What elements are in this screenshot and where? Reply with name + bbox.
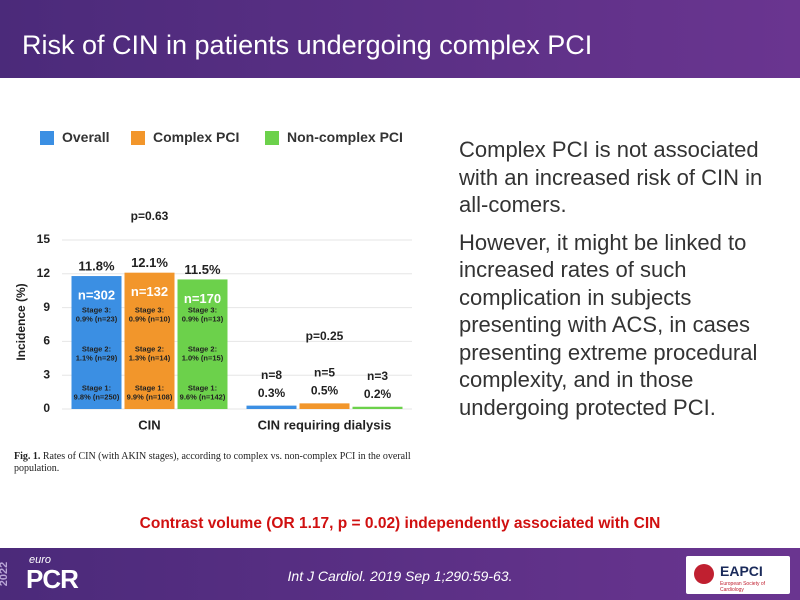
legend-label: Overall (62, 129, 109, 145)
paragraph: Complex PCI is not associated with an in… (459, 137, 763, 217)
caption-label: Fig. 1. (14, 451, 41, 462)
citation: Int J Cardiol. 2019 Sep 1;290:59-63. (287, 568, 513, 584)
n-label: n=3 (367, 369, 388, 383)
value-label: 11.5% (184, 262, 221, 277)
y-tick-label: 15 (37, 232, 51, 246)
legend-label: Complex PCI (153, 129, 239, 145)
p-value: p=0.25 (306, 329, 344, 343)
x-tick-label: CIN requiring dialysis (258, 417, 392, 432)
y-tick-label: 6 (43, 334, 50, 348)
stage-title: Stage 3: (82, 305, 111, 314)
society: EAPCI (720, 563, 763, 579)
logo-icon (694, 564, 714, 584)
legend-label: Non-complex PCI (287, 129, 403, 145)
bar (246, 405, 297, 409)
caption-text: Rates of CIN (with AKIN stages), accordi… (14, 451, 411, 474)
stage-detail: 9.9% (n=108) (127, 392, 173, 401)
y-axis-label: Incidence (%) (14, 283, 28, 360)
society-sub: European Society of Cardiology (720, 581, 766, 593)
bar (124, 272, 175, 409)
y-tick-label: 12 (37, 266, 51, 280)
value-label: 0.2% (364, 387, 392, 401)
stage-title: Stage 1: (188, 383, 217, 392)
n-label: n=5 (314, 366, 335, 380)
stage-title: Stage 2: (82, 344, 111, 353)
p-value: p=0.63 (131, 209, 169, 223)
stage-detail: 1.1% (n=29) (76, 353, 118, 362)
x-tick-label: CIN (138, 417, 160, 432)
stage-detail: 9.8% (n=250) (74, 392, 120, 401)
n-label: n=170 (184, 291, 221, 306)
y-tick-label: 9 (43, 300, 50, 314)
bar (177, 279, 228, 409)
footer: 2022 euro PCR Int J Cardiol. 2019 Sep 1;… (0, 548, 800, 600)
brand-top: euro (29, 554, 52, 566)
n-label: n=132 (131, 284, 168, 299)
value-label: 12.1% (131, 255, 168, 270)
side-text: Complex PCI is not associated with an in… (459, 136, 794, 431)
y-tick-label: 3 (43, 367, 50, 381)
chart: Overall Complex PCI Non-complex PCI 0 3 6 9 12 1… (14, 129, 412, 432)
title: Risk of CIN in patients undergoing compl… (22, 30, 593, 60)
stage-title: Stage 3: (135, 305, 164, 314)
paragraph: However, it might be linked to increased… (459, 229, 758, 420)
stage-title: Stage 2: (135, 344, 164, 353)
header: Risk of CIN in patients undergoing compl… (0, 0, 800, 78)
highlight: Contrast volume (OR 1.17, p = 0.02) inde… (139, 515, 661, 532)
legend-swatch (131, 131, 145, 145)
brand: PCR (26, 564, 79, 594)
value-label: 11.8% (78, 258, 115, 273)
stage-detail: 0.9% (n=23) (76, 314, 118, 323)
bar (71, 276, 122, 409)
stage-title: Stage 3: (188, 305, 217, 314)
value-label: 0.5% (311, 384, 339, 398)
n-label: n=302 (78, 287, 115, 302)
stage-detail: 1.0% (n=15) (182, 353, 224, 362)
stage-detail: 1.3% (n=14) (129, 353, 171, 362)
stage-detail: 9.6% (n=142) (180, 392, 226, 401)
n-label: n=8 (261, 368, 282, 382)
stage-title: Stage 2: (188, 344, 217, 353)
y-tick-label: 0 (43, 401, 50, 415)
stage-detail: 0.9% (n=10) (129, 314, 171, 323)
stage-title: Stage 1: (82, 383, 111, 392)
society-logo: EAPCI European Society of Cardiology (686, 556, 790, 594)
value-label: 0.3% (258, 386, 286, 400)
stage-title: Stage 1: (135, 383, 164, 392)
caption: Fig. 1. Rates of CIN (with AKIN stages),… (14, 451, 424, 475)
bar (352, 406, 403, 409)
legend-swatch (265, 131, 279, 145)
stage-detail: 0.9% (n=13) (182, 314, 224, 323)
bar (299, 403, 350, 409)
legend-swatch (40, 131, 54, 145)
